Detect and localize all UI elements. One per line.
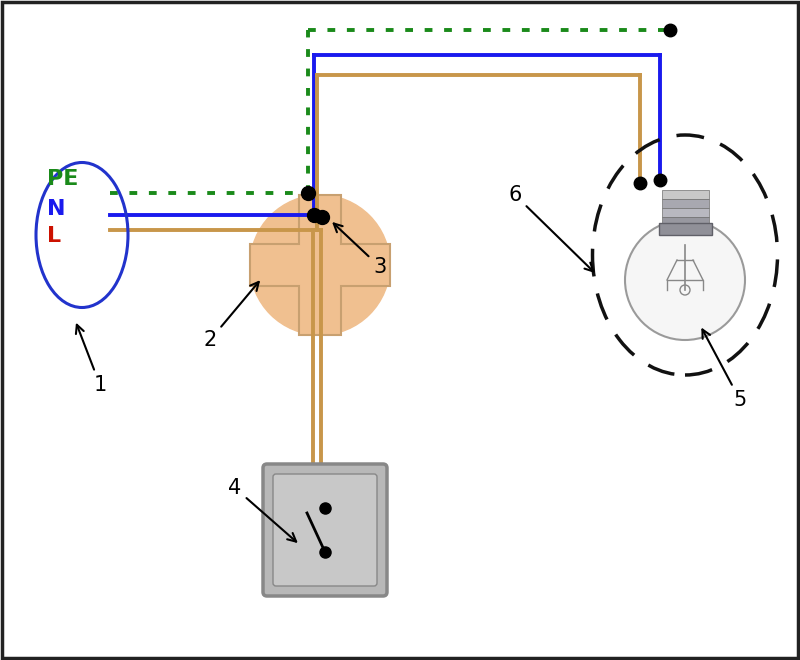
- Bar: [662, 199, 709, 208]
- Text: 6: 6: [508, 185, 594, 271]
- Text: 4: 4: [228, 478, 296, 542]
- FancyBboxPatch shape: [263, 464, 387, 596]
- Text: L: L: [47, 226, 61, 246]
- FancyBboxPatch shape: [273, 474, 377, 586]
- Text: N: N: [47, 199, 66, 219]
- Bar: [659, 223, 712, 235]
- Text: PE: PE: [47, 169, 78, 189]
- Text: 3: 3: [334, 224, 386, 277]
- Circle shape: [250, 195, 390, 335]
- Bar: [662, 226, 709, 235]
- Bar: [662, 208, 709, 217]
- Text: 1: 1: [76, 325, 106, 395]
- Polygon shape: [250, 195, 390, 335]
- Text: 2: 2: [203, 282, 258, 350]
- Circle shape: [625, 220, 745, 340]
- Bar: [662, 190, 709, 199]
- Bar: [662, 217, 709, 226]
- Text: 5: 5: [702, 329, 746, 410]
